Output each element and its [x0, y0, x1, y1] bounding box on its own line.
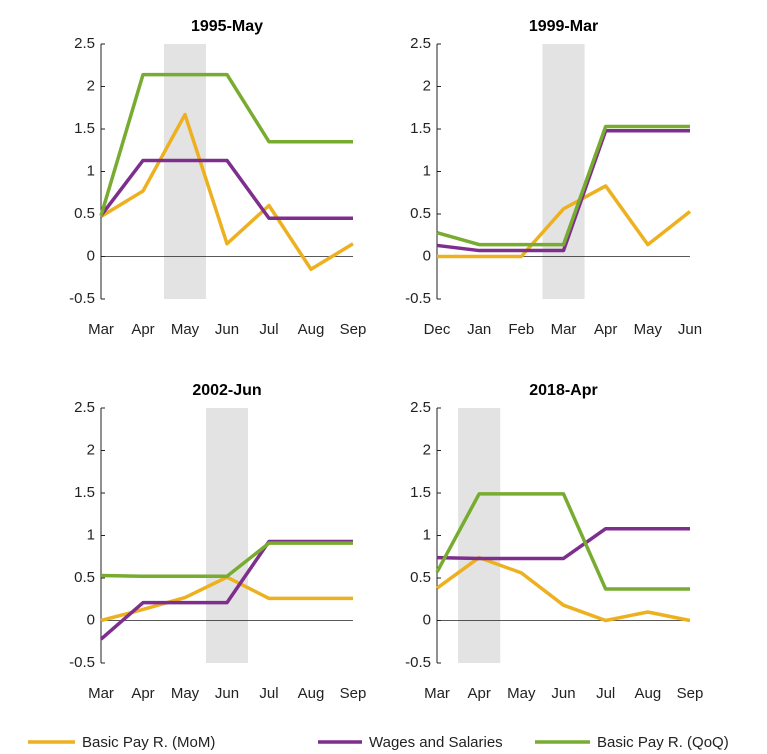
series-line	[436, 128, 690, 253]
y-tick-label: 0	[87, 611, 95, 628]
x-tick-label: Jun	[215, 685, 239, 702]
x-tick-label: Mar	[551, 321, 577, 338]
x-tick-label: Jan	[467, 321, 491, 338]
x-tick-label: Apr	[467, 685, 490, 702]
y-tick-label: 1.5	[74, 484, 95, 501]
x-tick-label: Mar	[88, 321, 114, 338]
x-tick-label: Jul	[596, 685, 615, 702]
x-tick-label: Jun	[678, 321, 702, 338]
series-line	[99, 72, 353, 217]
y-tick-label: 2	[87, 441, 95, 458]
y-tick-label: 2.5	[74, 399, 95, 416]
x-tick-label: Sep	[340, 321, 367, 338]
x-tick-label: Dec	[424, 321, 451, 338]
y-tick-label: 0.5	[410, 205, 431, 222]
panel-title: 1999-Mar	[529, 18, 598, 35]
series-line	[436, 526, 690, 561]
y-tick-label: 0.5	[74, 205, 95, 222]
y-tick-label: 2.5	[410, 35, 431, 52]
x-tick-label: Jul	[259, 685, 278, 702]
panel-title: 1995-May	[191, 18, 263, 35]
highlight-band	[206, 408, 248, 663]
y-tick-label: 1.5	[74, 120, 95, 137]
x-tick-label: Sep	[677, 685, 704, 702]
x-tick-label: Aug	[634, 685, 661, 702]
y-tick-label: 1	[423, 526, 431, 543]
x-tick-label: May	[171, 685, 200, 702]
x-tick-label: May	[171, 321, 200, 338]
y-tick-label: -0.5	[69, 654, 95, 671]
y-tick-label: 1.5	[410, 120, 431, 137]
y-tick-label: 2	[423, 441, 431, 458]
y-tick-label: 1	[423, 162, 431, 179]
y-tick-label: 2.5	[410, 399, 431, 416]
x-tick-label: Sep	[340, 685, 367, 702]
y-tick-label: 1	[87, 162, 95, 179]
y-tick-label: 1	[87, 526, 95, 543]
x-tick-label: May	[634, 321, 663, 338]
series-line	[436, 124, 690, 247]
highlight-band	[164, 44, 206, 299]
x-tick-label: Apr	[131, 685, 154, 702]
x-tick-label: Jul	[259, 321, 278, 338]
x-tick-label: Jun	[551, 685, 575, 702]
x-tick-label: Aug	[298, 685, 325, 702]
highlight-band	[542, 44, 585, 299]
legend-label: Basic Pay R. (MoM)	[82, 734, 215, 751]
panel-title: 2018-Apr	[529, 382, 597, 399]
series-line	[437, 184, 692, 259]
series-line	[99, 158, 353, 220]
y-tick-label: 0.5	[410, 569, 431, 586]
y-tick-label: -0.5	[405, 290, 431, 307]
y-tick-label: 0	[423, 611, 431, 628]
series-line	[100, 112, 354, 271]
y-tick-label: 2	[423, 77, 431, 94]
legend-label: Basic Pay R. (QoQ)	[597, 734, 729, 751]
y-tick-label: 2.5	[74, 35, 95, 52]
x-tick-label: Feb	[508, 321, 534, 338]
y-tick-label: -0.5	[69, 290, 95, 307]
series-line	[100, 541, 353, 579]
x-tick-label: Jun	[215, 321, 239, 338]
y-tick-label: 1.5	[410, 484, 431, 501]
x-tick-label: May	[507, 685, 536, 702]
x-tick-label: Apr	[131, 321, 154, 338]
series-line	[435, 492, 690, 591]
highlight-band	[458, 408, 501, 663]
y-tick-label: 2	[87, 77, 95, 94]
legend-label: Wages and Salaries	[369, 734, 503, 751]
x-tick-label: Aug	[298, 321, 325, 338]
y-tick-label: 0	[423, 247, 431, 264]
panel-title: 2002-Jun	[192, 382, 261, 399]
x-tick-label: Mar	[424, 685, 450, 702]
y-tick-label: 0.5	[74, 569, 95, 586]
y-tick-label: -0.5	[405, 654, 431, 671]
x-tick-label: Apr	[594, 321, 617, 338]
x-tick-label: Mar	[88, 685, 114, 702]
y-tick-label: 0	[87, 247, 95, 264]
